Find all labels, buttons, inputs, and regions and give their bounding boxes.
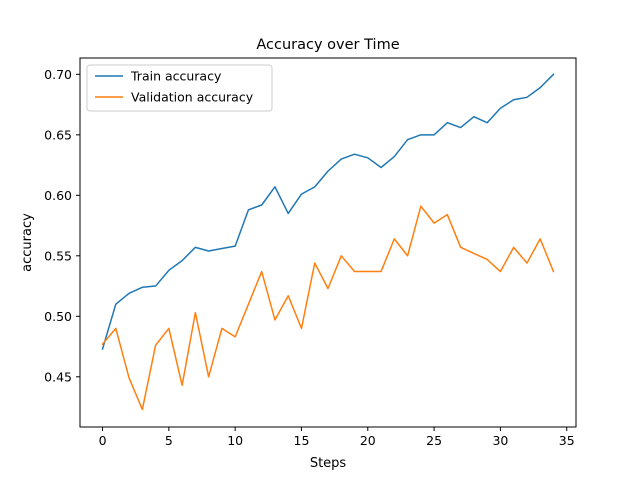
y-axis-ticks: 0.45 0.50 0.55 0.60 0.65 0.70 [44,67,80,384]
series-layer [101,73,555,411]
y-tick-label: 0.65 [44,127,72,142]
x-tick-label: 15 [294,433,310,448]
x-tick-label: 25 [426,433,442,448]
x-tick-label: 20 [360,433,376,448]
y-tick-label: 0.55 [44,248,72,263]
chart-title: Accuracy over Time [256,37,399,53]
x-tick-label: 10 [227,433,243,448]
x-tick-label: 35 [559,433,575,448]
legend-label-train: Train accuracy [130,69,222,84]
x-tick-label: 5 [165,433,173,448]
y-axis-label: accuracy [20,213,35,272]
legend-box [86,64,273,112]
y-tick-label: 0.70 [44,67,72,82]
x-axis-label: Steps [310,456,347,471]
legend: Train accuracy Validation accuracy [86,64,273,112]
x-axis-ticks: 0 5 10 15 20 25 30 35 [99,427,575,448]
legend-label-validation: Validation accuracy [131,90,254,105]
train-accuracy-line [101,73,555,350]
y-tick-label: 0.45 [44,369,72,384]
validation-accuracy-line [101,205,555,411]
x-tick-label: 0 [99,433,107,448]
y-tick-label: 0.50 [44,309,72,324]
y-tick-label: 0.60 [44,188,72,203]
plot-frame [79,57,577,428]
x-tick-label: 30 [492,433,508,448]
